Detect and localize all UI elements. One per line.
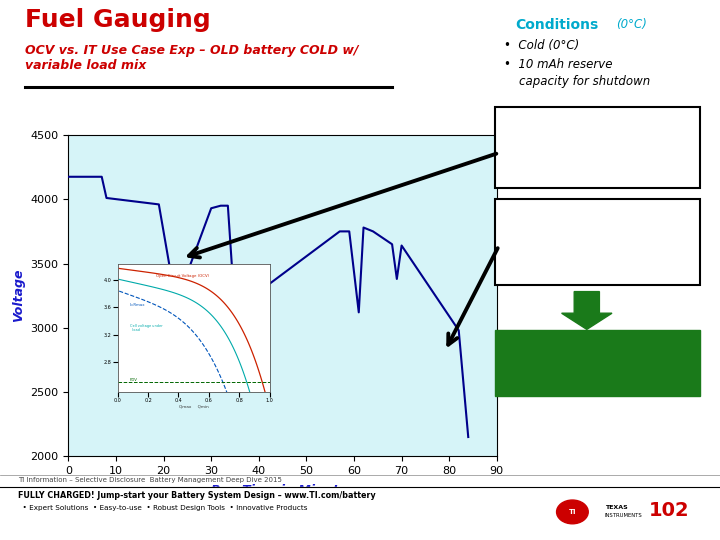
Text: 3.061  volts:: 3.061 volts: — [557, 220, 639, 233]
Text: TI Information – Selective Disclosure  Battery Management Deep Dive 2015: TI Information – Selective Disclosure Ba… — [18, 477, 282, 483]
Text: INSTRUMENTS: INSTRUMENTS — [605, 513, 642, 518]
Text: 82 minutes run time: 82 minutes run time — [541, 234, 654, 244]
Text: OCV: OCV — [583, 114, 612, 127]
Text: (0°C): (0°C) — [616, 18, 647, 31]
Text: +290%: +290% — [570, 364, 625, 379]
Text: •  10 mAh reserve: • 10 mAh reserve — [504, 58, 613, 71]
Text: with TI Gauge:: with TI Gauge: — [549, 350, 646, 363]
Text: Gauge shutdown at: Gauge shutdown at — [533, 207, 662, 220]
Text: 102: 102 — [649, 501, 690, 520]
Text: Shutdown @3.5V: Shutdown @3.5V — [550, 129, 645, 139]
Text: 21 minutes run time: 21 minutes run time — [541, 142, 654, 152]
Text: •  Cold (0°C): • Cold (0°C) — [504, 39, 580, 52]
Text: • Expert Solutions  • Easy-to-use  • Robust Design Tools  • Innovative Products: • Expert Solutions • Easy-to-use • Robus… — [18, 505, 307, 511]
Text: Extended runtime: Extended runtime — [538, 336, 657, 349]
Text: TEXAS: TEXAS — [605, 505, 628, 510]
Text: FULLY CHARGED! Jump-start your Battery System Design – www.TI.com/battery: FULLY CHARGED! Jump-start your Battery S… — [18, 491, 376, 501]
Y-axis label: Voltage: Voltage — [12, 269, 25, 322]
X-axis label: Run Time in Minutes: Run Time in Minutes — [211, 484, 354, 497]
Text: Conditions: Conditions — [515, 18, 598, 32]
Text: capacity for shutdown: capacity for shutdown — [504, 75, 650, 87]
Text: TI: TI — [569, 509, 576, 515]
Text: OCV vs. IT Use Case Exp – OLD battery COLD w/
variable load mix: OCV vs. IT Use Case Exp – OLD battery CO… — [25, 44, 359, 72]
Text: Fuel Gauging: Fuel Gauging — [25, 8, 211, 32]
